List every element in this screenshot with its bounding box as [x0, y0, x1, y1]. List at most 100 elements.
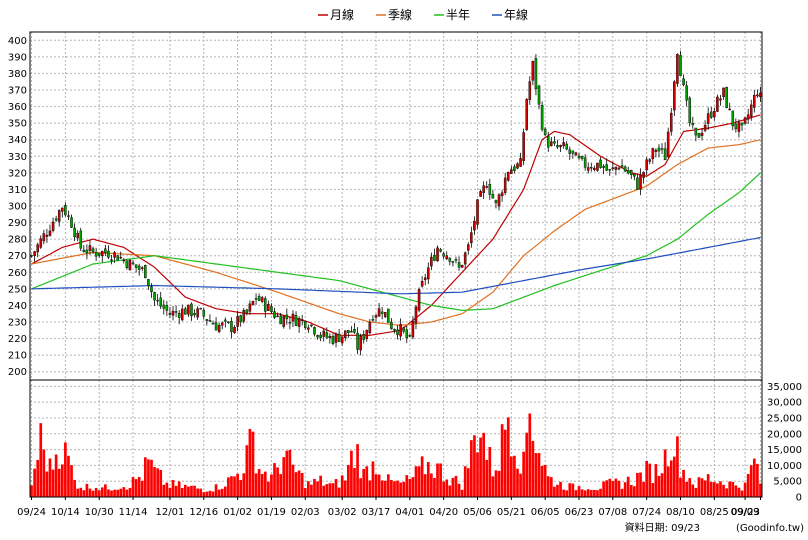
volume-bar [294, 472, 298, 497]
price-tick-label: 210 [8, 351, 27, 362]
candle-up [519, 158, 522, 167]
volume-bar [426, 462, 430, 497]
volume-bar [119, 488, 123, 497]
volume-bar [688, 478, 692, 497]
x-tick-label: 09/09 [731, 507, 760, 518]
candle-up [463, 252, 467, 265]
candle-up [128, 259, 132, 271]
candle-down [85, 249, 89, 254]
volume-bar [719, 481, 722, 497]
volume-bar [728, 481, 732, 497]
volume-bar [580, 489, 584, 497]
candle-down [303, 320, 307, 328]
volume-bar [131, 477, 135, 497]
candle-down [153, 292, 156, 301]
candle-up [445, 255, 449, 260]
volume-bar [180, 487, 184, 497]
volume-bar [414, 466, 418, 497]
price-grid [30, 32, 762, 380]
volume-bar [737, 487, 741, 497]
candle-down [313, 327, 316, 335]
volume-bar [54, 454, 58, 497]
volume-bar [94, 488, 98, 497]
candle-up [48, 230, 52, 236]
candle-up [350, 331, 353, 333]
volume-bar [589, 489, 593, 497]
volume-tick-label: 5,000 [773, 477, 802, 488]
candle-up [706, 113, 710, 124]
candle-up [586, 167, 590, 171]
candle-down [725, 87, 728, 109]
volume-bar [113, 489, 116, 497]
volume-bar [614, 478, 618, 497]
candle-down [319, 334, 322, 338]
volume-bar [140, 480, 144, 497]
candle-up [427, 267, 430, 280]
volume-bar [396, 480, 399, 497]
candle-up [713, 111, 716, 118]
volume-bar [645, 461, 649, 497]
footer-source: (Goodinfo.tw) [736, 523, 804, 534]
volume-bar [337, 487, 341, 497]
volume-bar [190, 485, 193, 497]
volume-bar [303, 488, 307, 497]
candle-down [488, 184, 492, 195]
candle-down [331, 336, 335, 344]
candle-down [694, 127, 698, 136]
volume-bar [346, 465, 350, 497]
volume-bar [33, 468, 36, 497]
volume-bar [700, 478, 704, 497]
volume-bar [439, 463, 442, 497]
volume-bar [460, 489, 464, 497]
candle-down [174, 311, 178, 313]
candle-down [264, 298, 267, 312]
x-tick-label: 07/08 [598, 507, 627, 518]
volume-bar [516, 468, 519, 497]
candle-up [700, 132, 704, 136]
price-tick-label: 260 [8, 268, 27, 279]
candle-up [500, 192, 504, 197]
candle-up [611, 167, 615, 169]
candle-up [666, 131, 670, 158]
volume-bar [254, 473, 258, 497]
volume-bar [390, 479, 393, 497]
candle-up [340, 336, 344, 344]
candle-down [387, 308, 390, 323]
volume-bar [503, 429, 507, 497]
candle-up [420, 280, 424, 287]
candle-up [716, 96, 719, 112]
candle-down [208, 320, 212, 322]
candle-up [359, 335, 362, 351]
candle-down [147, 278, 150, 287]
volume-bar [420, 456, 424, 497]
volume-bar [343, 480, 347, 497]
candle-up [497, 194, 501, 207]
volume-bar [470, 440, 473, 497]
candle-down [494, 200, 498, 204]
x-tick-label: 08/10 [666, 507, 695, 518]
volume-bar [217, 489, 221, 497]
candle-up [510, 169, 513, 175]
candle-up [676, 54, 679, 84]
candle-up [248, 303, 252, 312]
candle-down [168, 313, 172, 315]
volume-bar [251, 431, 255, 497]
candle-down [64, 205, 67, 216]
volume-tick-label: 35,000 [767, 382, 802, 393]
candle-up [596, 162, 599, 171]
candle-down [70, 217, 73, 228]
volume-bar [374, 474, 378, 497]
candle-down [94, 252, 98, 257]
volume-bar [97, 490, 101, 497]
candle-down [107, 250, 110, 258]
candle-down [257, 296, 261, 301]
candle-down [227, 321, 230, 323]
candle-up [430, 256, 433, 267]
candle-up [593, 167, 596, 170]
candle-down [380, 311, 384, 314]
volume-bar [513, 455, 516, 497]
candle-down [623, 166, 627, 172]
candle-down [534, 58, 538, 90]
ma-line-half_year [31, 172, 761, 312]
